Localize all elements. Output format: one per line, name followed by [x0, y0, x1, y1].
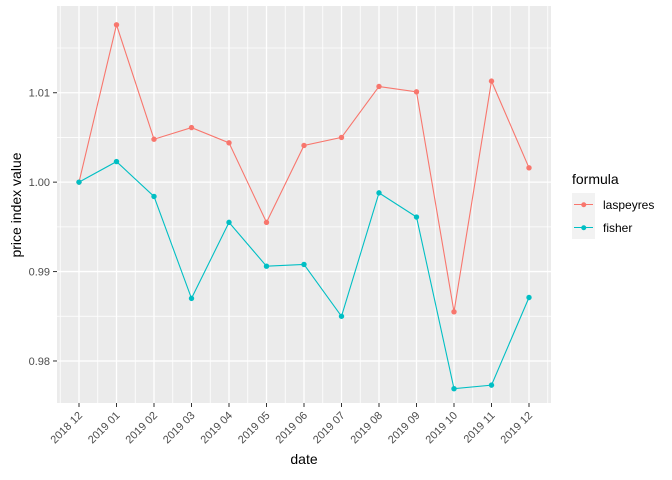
data-point-laspeyres	[451, 309, 457, 315]
legend-key-dot-icon	[580, 201, 587, 208]
x-tick-label: 2019 07	[311, 410, 348, 447]
y-tick-label: 0.99	[29, 267, 50, 279]
data-point-fisher	[188, 295, 195, 302]
legend-label-laspeyres: laspeyres	[603, 197, 655, 212]
data-point-fisher	[376, 190, 382, 196]
x-tick-label: 2019 05	[236, 410, 273, 447]
legend-item-laspeyres: laspeyres	[572, 193, 654, 216]
data-point-fisher	[113, 158, 120, 165]
data-point-fisher	[338, 313, 345, 319]
x-axis-title: date	[290, 451, 318, 467]
data-point-laspeyres	[188, 124, 195, 131]
x-tick-label: 2019 10	[424, 410, 461, 447]
data-point-fisher	[413, 214, 420, 220]
x-tick-label: 2019 08	[349, 410, 386, 447]
data-point-fisher	[488, 382, 495, 388]
data-point-laspeyres	[413, 89, 420, 95]
x-tick-label: 2019 09	[386, 410, 423, 447]
data-point-laspeyres	[488, 78, 495, 84]
y-tick-label: 1.00	[29, 177, 50, 189]
legend-title: formula	[572, 171, 619, 187]
data-point-laspeyres	[338, 134, 345, 141]
x-tick-label: 2019 11	[462, 410, 498, 446]
x-tick-label: 2018 12	[49, 410, 86, 447]
x-tick-label: 2019 02	[124, 410, 161, 447]
data-point-laspeyres	[526, 165, 532, 171]
data-point-fisher	[226, 219, 232, 226]
data-point-fisher	[263, 263, 270, 269]
legend-key-dot-icon	[580, 224, 587, 231]
x-tick-label: 2019 01	[86, 410, 123, 447]
legend-items: laspeyres fisher	[572, 193, 654, 239]
x-tick-label: 2019 04	[199, 410, 236, 447]
data-point-fisher	[301, 261, 307, 268]
legend-key-fisher	[572, 216, 595, 239]
x-tick-label: 2019 12	[499, 410, 536, 447]
x-tick-label: 2019 06	[274, 410, 311, 447]
data-point-fisher	[526, 294, 532, 301]
y-tick-label: 0.98	[29, 356, 50, 368]
data-point-fisher	[451, 385, 457, 392]
data-point-fisher	[76, 179, 82, 185]
data-point-laspeyres	[263, 219, 270, 226]
data-point-laspeyres	[151, 136, 157, 142]
data-point-laspeyres	[226, 140, 232, 146]
legend-item-fisher: fisher	[572, 216, 654, 239]
legend-label-fisher: fisher	[603, 220, 633, 235]
y-tick-label: 1.01	[29, 88, 50, 100]
data-point-laspeyres	[376, 83, 382, 90]
x-tick-label: 2019 03	[161, 410, 198, 447]
data-point-laspeyres	[301, 142, 307, 149]
legend: formula laspeyres fisher	[572, 171, 654, 239]
data-point-laspeyres	[113, 22, 120, 28]
y-axis-title: price index value	[8, 152, 24, 258]
legend-key-laspeyres	[572, 193, 595, 216]
data-point-fisher	[151, 193, 157, 200]
